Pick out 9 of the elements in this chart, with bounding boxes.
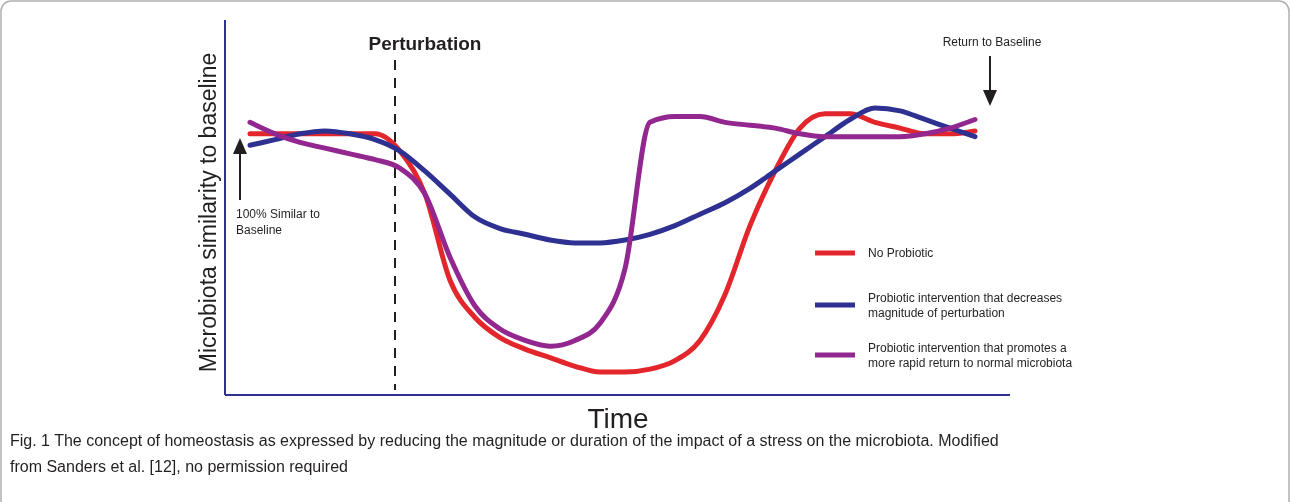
text: Return to Baseline: [942, 35, 1042, 49]
legend-label: Probiotic intervention that decreases magnitude of perturbation: [868, 291, 1063, 320]
caption: Fig. 1 The concept of homeostasis as expressed by reducing the magnitude or duration of the impact of a stress on the microbiota. Modified from Sanders et al. [12], no permission required: [10, 432, 999, 475]
y-axis-title: Microbiota similarity to baseline: [195, 52, 221, 373]
annotation: 100% Similar to Baseline: [236, 207, 321, 237]
x-axis-title: Time: [587, 403, 649, 434]
text: Perturbation: [368, 33, 482, 54]
legend-label: Probiotic intervention that promotes a more rapid return to normal microbiota: [868, 341, 1073, 370]
legend-label: No Probiotic: [868, 246, 934, 260]
